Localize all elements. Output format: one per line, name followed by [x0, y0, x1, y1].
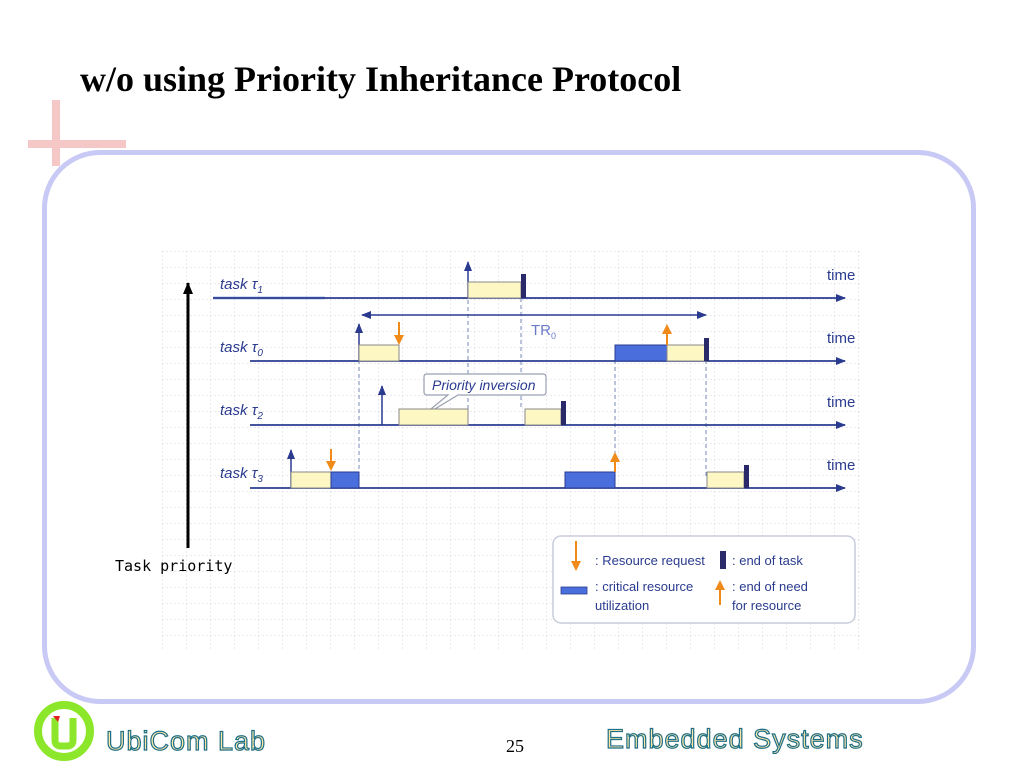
end-of-task-tau0: [704, 338, 709, 361]
exec-block-tau3-final: [706, 471, 745, 489]
critical-block-tau3-resumed: [564, 471, 616, 489]
priority-inversion-callout: Priority inversion: [419, 373, 547, 419]
legend: : Resource request : end of task : criti…: [552, 535, 856, 624]
time-label-tau0: time: [827, 330, 855, 347]
end-of-task-tau2: [561, 401, 566, 425]
request-arrow-tau0: [394, 322, 404, 345]
end-of-task-tau1: [521, 274, 526, 298]
task-label-tau2: task τ2: [220, 402, 263, 422]
slide-title: w/o using Priority Inheritance Protocol: [80, 59, 682, 99]
task-label-tau0: task τ0: [220, 339, 263, 359]
legend-end-of-task-mark: [720, 551, 726, 569]
release-resource-arrow-tau3: [610, 452, 620, 472]
critical-block-tau3: [330, 471, 360, 489]
legend-critical-line1: : critical resource: [595, 579, 693, 594]
legend-box: [552, 535, 856, 624]
tr0-label: TR0: [531, 322, 556, 341]
legend-end-need-arrow: [715, 580, 725, 605]
exec-block-tau0: [358, 344, 400, 362]
task-label-tau1: task τ1: [220, 276, 263, 296]
content-frame: [42, 150, 976, 704]
exec-block-tau3: [290, 471, 332, 489]
legend-request-arrow: [571, 541, 581, 571]
priority-inversion-text: Priority inversion: [432, 377, 536, 393]
legend-critical-swatch: [560, 586, 588, 595]
ubicom-logo-icon: [34, 701, 94, 761]
request-arrow-tau3: [326, 449, 336, 471]
time-label-tau3: time: [827, 457, 855, 474]
exec-block-tau2: [398, 408, 469, 426]
end-of-task-tau3: [744, 465, 749, 488]
footer-lab-name: UbiCom Lab: [105, 725, 267, 756]
legend-critical-line2: utilization: [595, 598, 649, 613]
critical-block-tau0: [614, 344, 668, 362]
exec-block-tau2-resumed: [524, 408, 562, 426]
time-label-tau2: time: [827, 394, 855, 411]
exec-block-tau0-final: [666, 344, 707, 362]
legend-end-of-task: : end of task: [732, 553, 803, 568]
exec-block-tau1: [467, 281, 522, 299]
legend-end-need-line1: : end of need: [732, 579, 808, 594]
release-resource-arrow-tau0: [662, 324, 672, 345]
priority-axis-label: Task priority: [115, 557, 232, 575]
legend-end-need-line2: for resource: [732, 598, 801, 613]
footer-course-name: Embedded Systems: [605, 723, 864, 754]
legend-resource-request: : Resource request: [595, 553, 705, 568]
task-label-tau3: task τ3: [220, 465, 263, 485]
page-number: 25: [506, 736, 524, 756]
time-label-tau1: time: [827, 267, 855, 284]
decorative-cross: [28, 100, 126, 166]
